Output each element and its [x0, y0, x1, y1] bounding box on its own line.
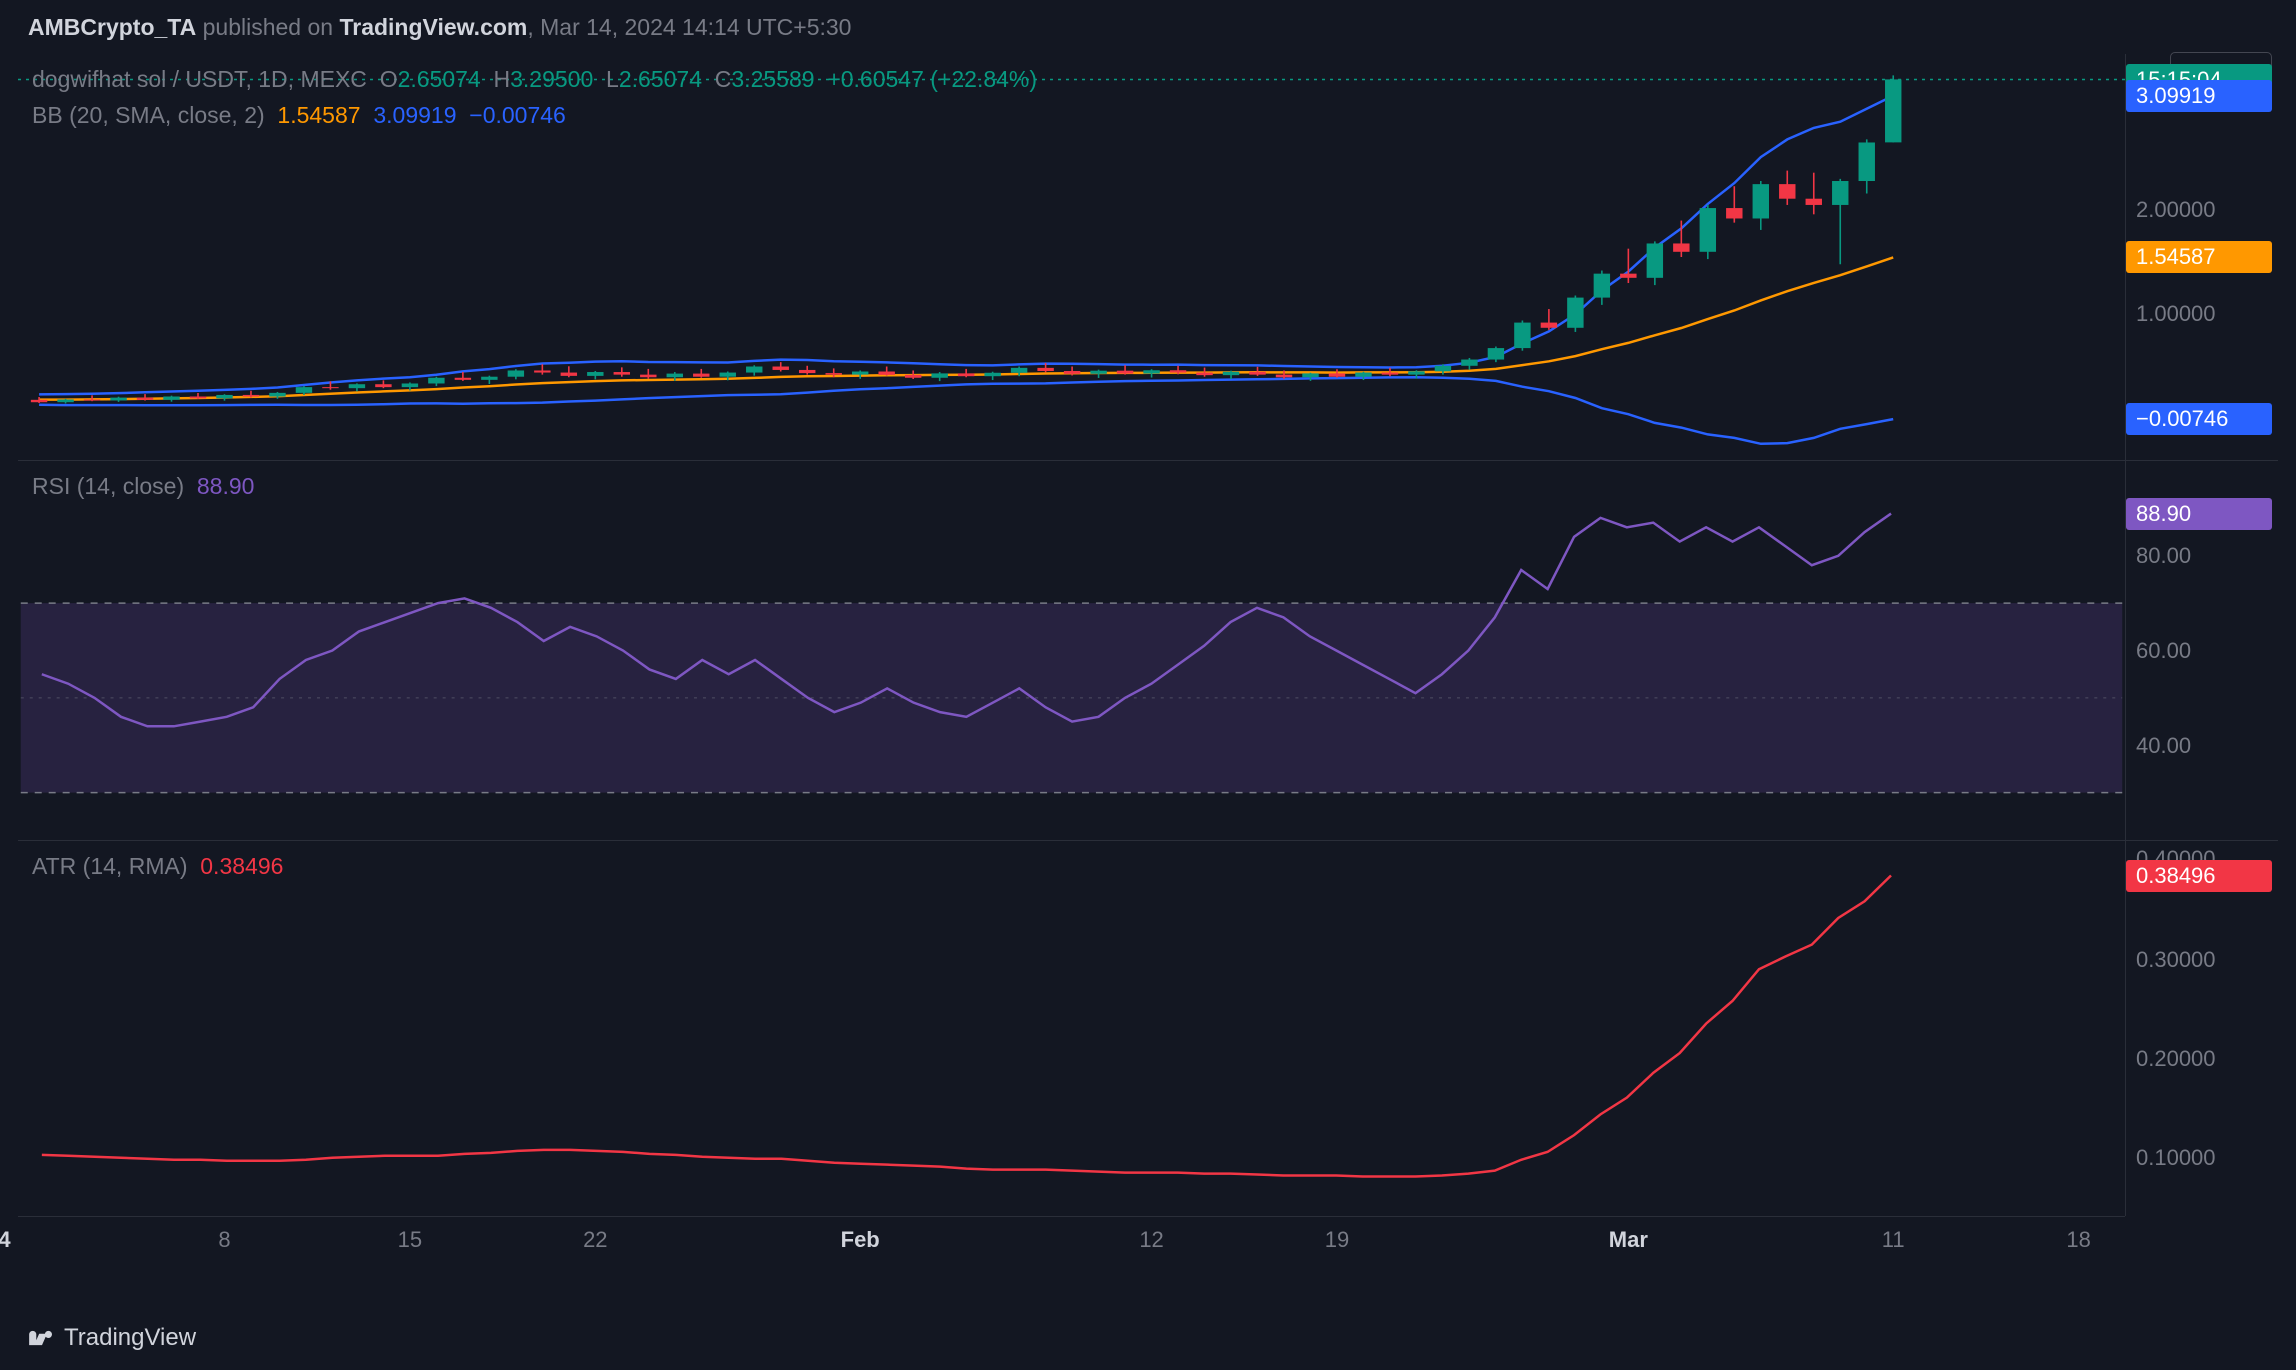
y-tick: 1.00000 [2136, 301, 2216, 327]
y-tick: 40.00 [2136, 733, 2191, 759]
rsi-panel[interactable]: RSI (14, close) 88.90 40.00 60.00 80.00 88.… [18, 460, 2278, 840]
x-tick: Feb [841, 1227, 880, 1253]
tradingview-logo[interactable]: TradingView [28, 1324, 196, 1352]
atr-panel[interactable]: ATR (14, RMA) 0.38496 0.10000 0.20000 0.30… [18, 840, 2278, 1216]
rsi-legend: RSI (14, close) 88.90 [32, 469, 254, 505]
y-tick: 0.20000 [2136, 1046, 2216, 1072]
publish-header: AMBCrypto_TA published on TradingView.co… [28, 14, 851, 41]
author: AMBCrypto_TA [28, 14, 196, 40]
price-tag: 0.38496 [2126, 860, 2272, 892]
x-tick: 22 [583, 1227, 607, 1253]
x-tick: 15 [398, 1227, 422, 1253]
x-tick: 19 [1325, 1227, 1349, 1253]
y-tick: 0.30000 [2136, 947, 2216, 973]
y-tick: 0.10000 [2136, 1145, 2216, 1171]
y-tick: 2.00000 [2136, 197, 2216, 223]
x-tick: 18 [2066, 1227, 2090, 1253]
price-y-axis[interactable]: 1.000002.0000015:15:043.099191.54587−0.0… [2125, 54, 2278, 460]
x-tick: 11 [1882, 1227, 1905, 1253]
x-tick: Mar [1609, 1227, 1648, 1253]
logo-icon [28, 1328, 56, 1348]
y-tick: 60.00 [2136, 638, 2191, 664]
x-tick: 2024 [0, 1227, 11, 1253]
y-tick: 80.00 [2136, 543, 2191, 569]
price-tag: 88.90 [2126, 498, 2272, 530]
rsi-y-axis[interactable]: 40.00 60.00 80.00 88.90 [2125, 461, 2278, 840]
chart-area[interactable]: USDT dogwifhat sol / USDT, 1D, MEXC O2.6… [18, 54, 2278, 1262]
x-tick: 12 [1139, 1227, 1163, 1253]
atr-legend: ATR (14, RMA) 0.38496 [32, 849, 283, 885]
price-tag: 1.54587 [2126, 241, 2272, 273]
atr-plot [18, 841, 2125, 1216]
price-legend: dogwifhat sol / USDT, 1D, MEXC O2.65074 … [32, 62, 1037, 133]
price-panel[interactable]: USDT dogwifhat sol / USDT, 1D, MEXC O2.6… [18, 54, 2278, 460]
rsi-plot [18, 461, 2125, 840]
x-axis[interactable]: 202481522Feb1219Mar1118 [18, 1216, 2125, 1262]
price-tag: −0.00746 [2126, 403, 2272, 435]
atr-y-axis[interactable]: 0.100000.200000.300000.400000.38496 [2125, 841, 2278, 1216]
price-tag: 3.09919 [2126, 80, 2272, 112]
x-tick: 8 [218, 1227, 230, 1253]
